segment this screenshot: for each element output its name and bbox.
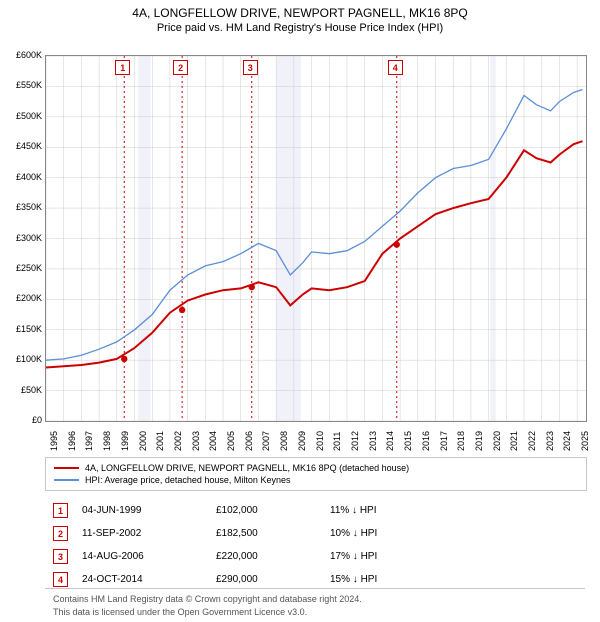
legend-label-hpi: HPI: Average price, detached house, Milt… <box>85 475 290 485</box>
sales-table: 1 04-JUN-1999£102,00011% ↓ HPI 2 11-SEP-200… <box>45 498 385 592</box>
sale-marker-4: 4 <box>388 60 403 75</box>
sale-marker-icon: 1 <box>53 503 68 518</box>
x-tick-label: 2023 <box>545 425 555 451</box>
sale-delta: 11% ↓ HPI <box>324 500 383 521</box>
sale-price: £220,000 <box>210 546 322 567</box>
x-tick-label: 2000 <box>138 425 148 451</box>
x-tick-label: 2016 <box>421 425 431 451</box>
x-tick-label: 2002 <box>173 425 183 451</box>
y-tick-label: £350K <box>2 202 42 212</box>
x-tick-label: 2005 <box>226 425 236 451</box>
y-tick-label: £400K <box>2 172 42 182</box>
y-tick-label: £550K <box>2 80 42 90</box>
x-tick-label: 2018 <box>456 425 466 451</box>
y-tick-label: £250K <box>2 263 42 273</box>
footer-line2: This data is licensed under the Open Gov… <box>53 606 577 619</box>
x-tick-label: 1997 <box>84 425 94 451</box>
y-tick-label: £600K <box>2 50 42 60</box>
x-tick-label: 2009 <box>297 425 307 451</box>
x-tick-label: 2006 <box>244 425 254 451</box>
y-tick-label: £300K <box>2 233 42 243</box>
y-tick-label: £50K <box>2 385 42 395</box>
footer: Contains HM Land Registry data © Crown c… <box>45 588 585 622</box>
x-tick-label: 2008 <box>279 425 289 451</box>
sale-date: 24-OCT-2014 <box>76 569 208 590</box>
table-row: 2 11-SEP-2002£182,50010% ↓ HPI <box>47 523 383 544</box>
footer-line1: Contains HM Land Registry data © Crown c… <box>53 593 577 606</box>
x-tick-label: 2010 <box>315 425 325 451</box>
x-tick-label: 2021 <box>509 425 519 451</box>
x-tick-label: 2001 <box>155 425 165 451</box>
sale-marker-icon: 2 <box>53 526 68 541</box>
x-tick-label: 2019 <box>474 425 484 451</box>
x-tick-label: 2011 <box>332 425 342 451</box>
legend: 4A, LONGFELLOW DRIVE, NEWPORT PAGNELL, M… <box>45 457 587 491</box>
chart-title-address: 4A, LONGFELLOW DRIVE, NEWPORT PAGNELL, M… <box>0 0 600 20</box>
sale-marker-2: 2 <box>173 60 188 75</box>
x-tick-label: 2014 <box>385 425 395 451</box>
x-tick-label: 2025 <box>580 425 590 451</box>
sale-price: £102,000 <box>210 500 322 521</box>
sale-price: £290,000 <box>210 569 322 590</box>
sale-marker-icon: 3 <box>53 549 68 564</box>
y-tick-label: £500K <box>2 111 42 121</box>
legend-label-property: 4A, LONGFELLOW DRIVE, NEWPORT PAGNELL, M… <box>85 463 409 473</box>
x-tick-label: 2020 <box>492 425 502 451</box>
x-tick-label: 2013 <box>368 425 378 451</box>
sale-price: £182,500 <box>210 523 322 544</box>
chart-plot-area <box>45 55 587 422</box>
x-tick-label: 2015 <box>403 425 413 451</box>
sale-delta: 15% ↓ HPI <box>324 569 383 590</box>
page: 4A, LONGFELLOW DRIVE, NEWPORT PAGNELL, M… <box>0 0 600 620</box>
chart-title-sub: Price paid vs. HM Land Registry's House … <box>0 20 600 34</box>
sale-delta: 10% ↓ HPI <box>324 523 383 544</box>
table-row: 4 24-OCT-2014£290,00015% ↓ HPI <box>47 569 383 590</box>
table-row: 3 14-AUG-2006£220,00017% ↓ HPI <box>47 546 383 567</box>
y-tick-label: £100K <box>2 354 42 364</box>
legend-row-property: 4A, LONGFELLOW DRIVE, NEWPORT PAGNELL, M… <box>54 462 578 474</box>
sale-date: 04-JUN-1999 <box>76 500 208 521</box>
x-tick-label: 1996 <box>67 425 77 451</box>
x-tick-label: 2012 <box>350 425 360 451</box>
y-tick-label: £450K <box>2 141 42 151</box>
x-tick-label: 2024 <box>562 425 572 451</box>
sale-marker-icon: 4 <box>53 572 68 587</box>
sale-date: 14-AUG-2006 <box>76 546 208 567</box>
sale-date: 11-SEP-2002 <box>76 523 208 544</box>
x-tick-label: 2022 <box>527 425 537 451</box>
table-row: 1 04-JUN-1999£102,00011% ↓ HPI <box>47 500 383 521</box>
legend-row-hpi: HPI: Average price, detached house, Milt… <box>54 474 578 486</box>
y-tick-label: £150K <box>2 324 42 334</box>
x-tick-label: 1999 <box>120 425 130 451</box>
x-tick-label: 1995 <box>49 425 59 451</box>
chart-svg <box>46 56 586 421</box>
sale-marker-1: 1 <box>115 60 130 75</box>
x-tick-label: 2004 <box>208 425 218 451</box>
legend-swatch-property <box>54 467 79 470</box>
y-tick-label: £0 <box>2 415 42 425</box>
x-tick-label: 2017 <box>439 425 449 451</box>
x-tick-label: 2007 <box>261 425 271 451</box>
y-tick-label: £200K <box>2 293 42 303</box>
sale-marker-3: 3 <box>243 60 258 75</box>
x-tick-label: 2003 <box>191 425 201 451</box>
legend-swatch-hpi <box>54 479 79 481</box>
sale-delta: 17% ↓ HPI <box>324 546 383 567</box>
x-tick-label: 1998 <box>102 425 112 451</box>
